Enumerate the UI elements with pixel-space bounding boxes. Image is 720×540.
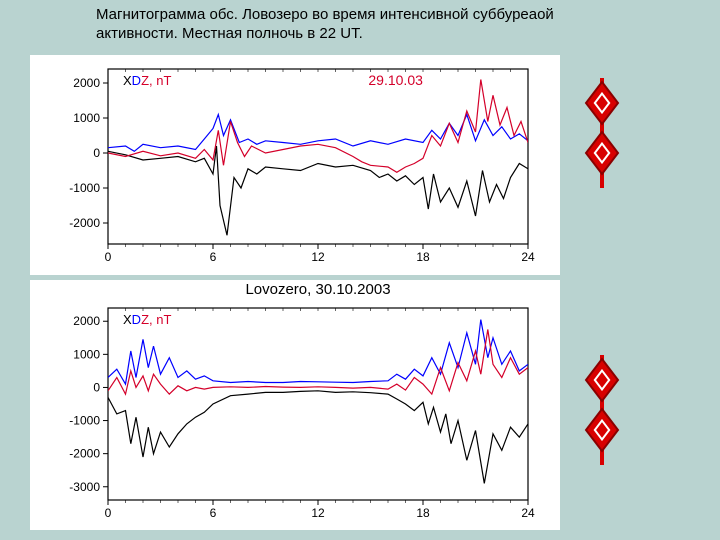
chart-1: -2000 -1000 0 1000 2000 0 6 12 18 24 XDZ, nT 29.10.… [30,55,560,275]
svg-text:24: 24 [521,250,535,264]
svg-text:Lovozero, 30.10.2003: Lovozero, 30.10.2003 [245,281,390,298]
svg-text:1000: 1000 [73,111,100,125]
svg-text:6: 6 [210,506,217,520]
svg-text:12: 12 [311,250,325,264]
svg-text:18: 18 [416,250,430,264]
svg-text:0: 0 [105,506,112,520]
svg-text:0: 0 [93,380,100,394]
svg-text:-3000: -3000 [69,480,100,494]
svg-text:1000: 1000 [73,347,100,361]
svg-text:24: 24 [521,506,535,520]
svg-text:2000: 2000 [73,76,100,90]
svg-text:XDZ, nT: XDZ, nT [123,312,171,327]
svg-text:0: 0 [93,146,100,160]
decoration-diamonds-1 [582,78,622,188]
svg-text:6: 6 [210,250,217,264]
chart-panel-1: -2000 -1000 0 1000 2000 0 6 12 18 24 XDZ, nT 29.10.… [30,55,560,275]
svg-text:18: 18 [416,506,430,520]
svg-text:XDZ, nT: XDZ, nT [123,73,171,88]
svg-text:-2000: -2000 [69,216,100,230]
svg-text:-1000: -1000 [69,181,100,195]
svg-text:0: 0 [105,250,112,264]
caption-text: Магнитограмма обс. Ловозеро во время инт… [96,6,616,44]
svg-text:29.10.03: 29.10.03 [368,72,423,88]
svg-text:2000: 2000 [73,314,100,328]
decoration-diamonds-2 [582,355,622,465]
svg-text:-1000: -1000 [69,414,100,428]
chart-panel-2: -3000 -2000 -1000 0 1000 2000 0 6 12 18 24 XDZ, nT L… [30,280,560,530]
svg-text:-2000: -2000 [69,447,100,461]
svg-text:12: 12 [311,506,325,520]
chart-2: -3000 -2000 -1000 0 1000 2000 0 6 12 18 24 XDZ, nT L… [30,280,560,530]
